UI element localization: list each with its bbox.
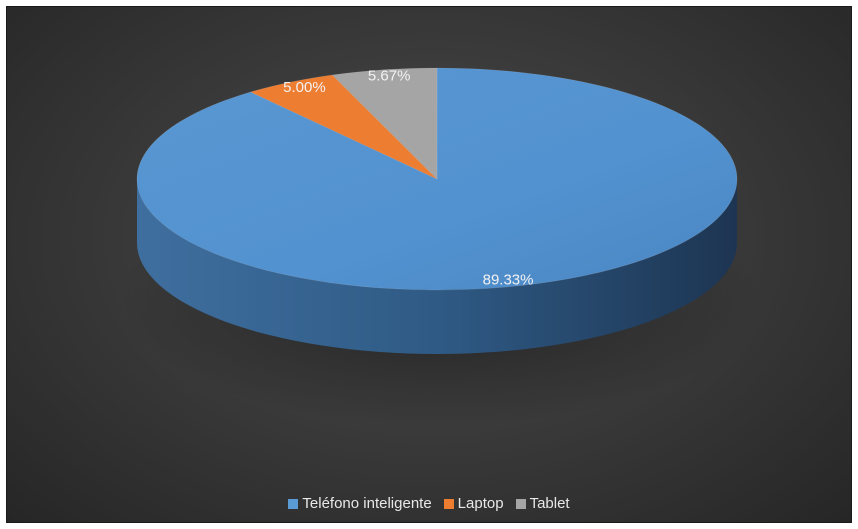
pie-slice-laptop (249, 74, 438, 180)
legend-item-smartphone: Teléfono inteligente (288, 495, 432, 512)
legend-item-tablet: Tablet (515, 495, 570, 512)
pie-slice-side (137, 179, 737, 354)
pie-slices (136, 67, 738, 291)
legend-label: Laptop (457, 495, 504, 512)
legend-label: Tablet (529, 495, 570, 512)
legend-swatch (288, 498, 299, 509)
data-label: 5.00% (283, 79, 326, 96)
legend-swatch (515, 498, 526, 509)
chart-area: 89.33% 5.00% 5.67% Teléfono inteligente La… (6, 6, 852, 523)
data-label: 5.67% (368, 68, 411, 85)
pie-slice-tablet (331, 67, 438, 180)
legend: Teléfono inteligente Laptop Tablet (7, 495, 851, 512)
pie-slice-tel-fono-inteligente (136, 67, 738, 291)
legend-label: Teléfono inteligente (302, 495, 432, 512)
pie-data-labels: 89.33% 5.00% 5.67% (283, 68, 533, 289)
pie-sides (137, 179, 737, 354)
pie-chart: 89.33% 5.00% 5.67% (119, 67, 759, 427)
legend-item-laptop: Laptop (443, 495, 504, 512)
legend-swatch (443, 498, 454, 509)
data-label: 89.33% (483, 271, 534, 288)
